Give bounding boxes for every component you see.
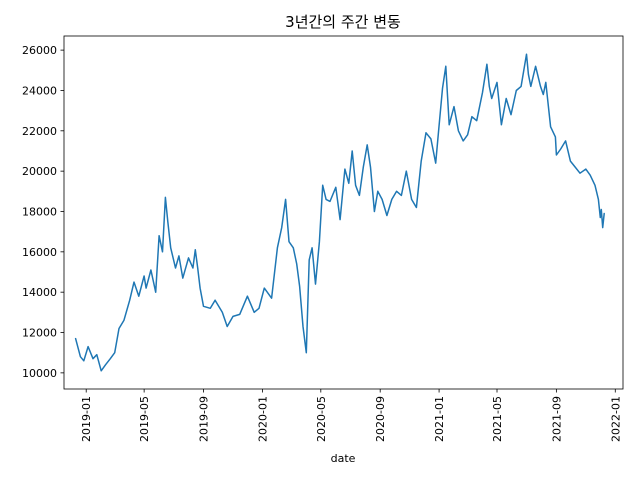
x-tick-label: 2020-01 — [256, 396, 269, 442]
x-tick-label: 2019-01 — [80, 396, 93, 442]
x-tick-label: 2020-09 — [374, 396, 387, 442]
x-tick-label: 2019-05 — [138, 396, 151, 442]
chart-title: 3년간의 주간 변동 — [285, 13, 401, 31]
x-tick-label: 2019-09 — [198, 396, 211, 442]
plot-frame — [63, 35, 624, 390]
series-line-0 — [74, 53, 605, 372]
plot-area — [63, 35, 624, 390]
y-tick-label: 22000 — [22, 125, 57, 138]
y-tick-label: 18000 — [22, 205, 57, 218]
x-axis-title: date — [331, 452, 356, 465]
y-tick-label: 14000 — [22, 286, 57, 299]
y-tick-label: 24000 — [22, 84, 57, 97]
y-tick-label: 26000 — [22, 44, 57, 57]
x-tick-label: 2021-05 — [491, 396, 504, 442]
x-tick-label: 2020-05 — [315, 396, 328, 442]
y-tick-label: 12000 — [22, 327, 57, 340]
y-tick-label: 10000 — [22, 367, 57, 380]
x-tick-label: 2021-09 — [550, 396, 563, 442]
y-tick-label: 16000 — [22, 246, 57, 259]
y-axis: 10000 12000 14000 16000 18000 20000 22000 24000… — [22, 44, 64, 380]
x-tick-label: 2021-01 — [433, 396, 446, 442]
y-tick-label: 20000 — [22, 165, 57, 178]
x-axis: 2019-01 2019-05 2019-09 2020-01 2020-05 2020-… — [80, 389, 622, 442]
x-tick-label: 2022-01 — [609, 396, 622, 442]
